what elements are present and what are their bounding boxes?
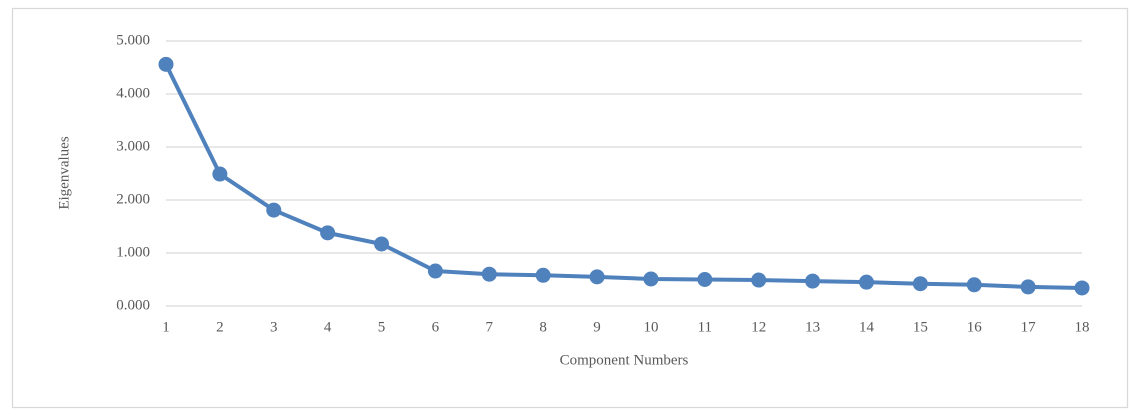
x-axis-title: Component Numbers	[560, 352, 689, 368]
y-tick-label: 0.000	[116, 297, 150, 313]
x-tick-label: 15	[913, 319, 928, 335]
y-tick-label: 4.000	[116, 85, 150, 101]
data-point	[158, 56, 174, 72]
x-tick-label: 12	[751, 319, 766, 335]
data-point	[1020, 279, 1036, 295]
y-tick-label: 2.000	[116, 191, 150, 207]
data-point	[1074, 280, 1090, 296]
data-point	[374, 236, 390, 252]
data-point	[697, 272, 713, 287]
series-line	[164, 63, 1083, 290]
data-point	[212, 166, 228, 182]
x-tick-label: 16	[967, 319, 983, 335]
data-point	[805, 273, 821, 289]
data-point	[266, 202, 282, 218]
data-point	[643, 271, 659, 287]
x-tick-label: 9	[593, 319, 601, 335]
y-tick-label: 1.000	[116, 244, 150, 260]
x-tick-label: 8	[539, 319, 547, 335]
x-tick-label: 4	[324, 319, 332, 335]
x-tick-label: 13	[805, 319, 820, 335]
data-point	[912, 276, 928, 292]
data-point	[751, 272, 767, 288]
x-tick-label: 1	[162, 319, 170, 335]
data-point	[320, 225, 336, 241]
x-tick-label: 18	[1075, 319, 1090, 335]
data-point	[858, 274, 874, 290]
x-tick-label: 5	[378, 319, 386, 335]
x-tick-label: 6	[432, 319, 440, 335]
x-tick-label: 14	[859, 319, 875, 335]
y-axis-title: Eigenvalues	[56, 136, 72, 209]
x-tick-label: 10	[643, 319, 658, 335]
chart-frame	[11, 7, 1129, 409]
x-tick-label: 7	[486, 319, 494, 335]
y-tick-label: 5.000	[116, 32, 150, 48]
x-tick-label: 11	[698, 319, 712, 335]
data-point	[535, 267, 551, 283]
data-point	[589, 269, 605, 285]
x-tick-label: 17	[1021, 319, 1037, 335]
x-tick-label: 3	[270, 319, 278, 335]
data-point	[966, 277, 982, 293]
data-point	[481, 266, 497, 282]
y-tick-label: 3.000	[116, 138, 150, 154]
data-point	[427, 263, 443, 279]
x-tick-label: 2	[216, 319, 224, 335]
